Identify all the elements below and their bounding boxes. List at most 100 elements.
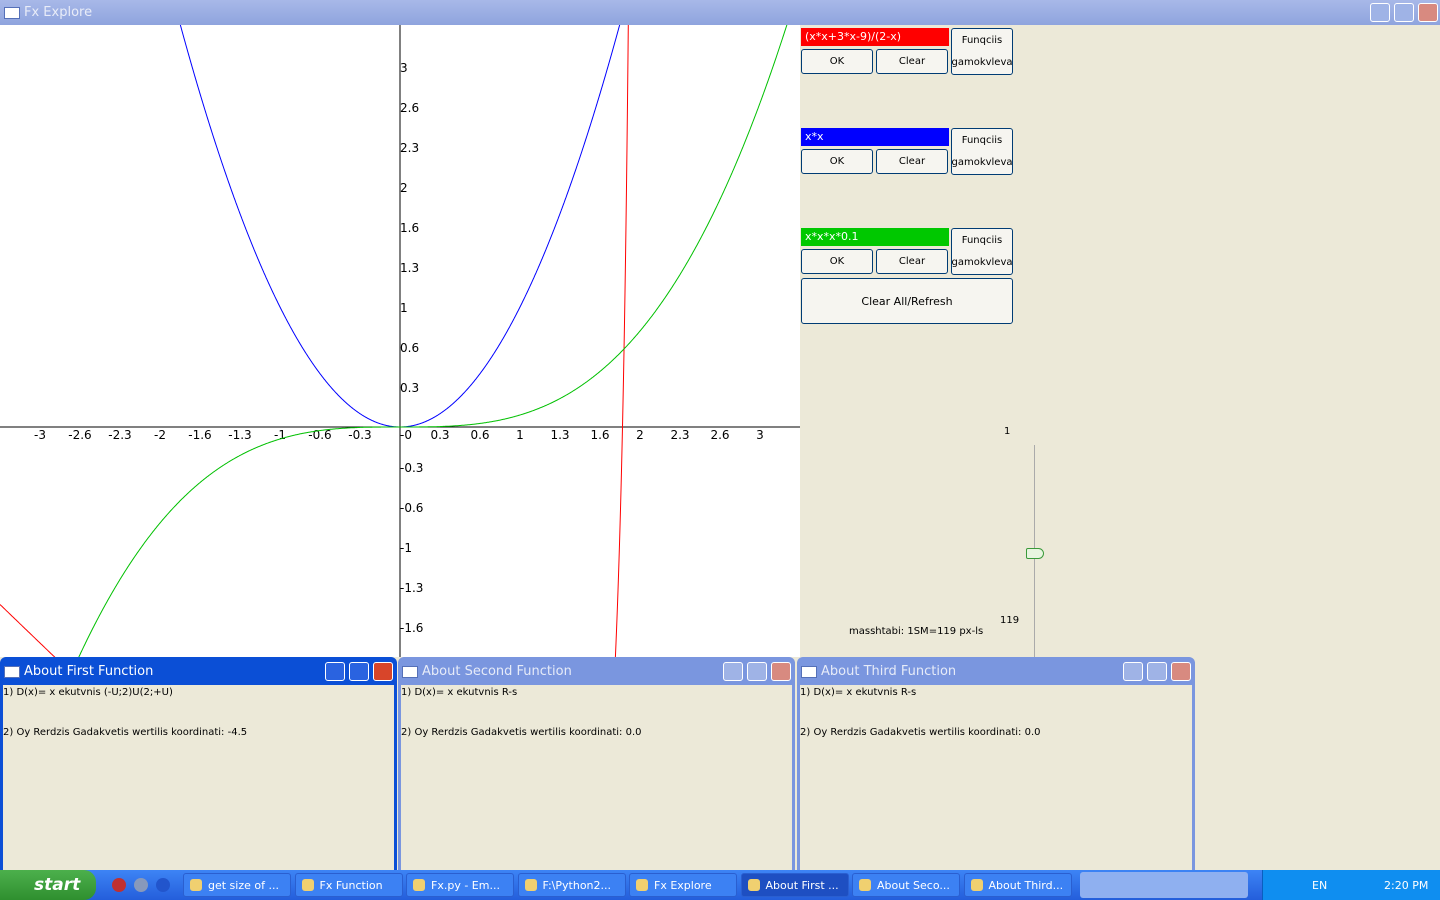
graph-canvas: -3 -2.6 -2.3 -2 -1.6 -1.3 -1 -0.6 -0.3 -0 0.3 0.6 1 1… [0, 25, 800, 657]
quick-launch-icon[interactable] [112, 878, 126, 892]
maximize-button[interactable] [1147, 662, 1167, 681]
about-window-title: About Second Function [422, 664, 572, 679]
x-axis-label: -2.3 [108, 428, 131, 442]
clear-button[interactable]: Clear [876, 149, 948, 174]
taskbar-button[interactable]: F:\Python2... [517, 873, 626, 897]
analyze-button[interactable]: Funqciis gamokvleva [951, 128, 1013, 175]
x-axis-label: 1 [516, 428, 524, 442]
about-window-body: 1) D(x)= x ekutvnis (-U;2)U(2;+U) 2) Oy R… [3, 685, 394, 870]
x-axis-label: -2.6 [68, 428, 91, 442]
about-window-title-bar: About First Function [0, 657, 397, 685]
main-title-bar: Fx Explore [0, 0, 1440, 25]
maximize-button[interactable] [349, 662, 369, 681]
start-button[interactable]: start [0, 870, 96, 900]
minimize-button[interactable] [723, 662, 743, 681]
x-axis-label: -3 [34, 428, 46, 442]
taskbar-button-icon [190, 879, 202, 891]
quick-launch-icon[interactable] [134, 878, 148, 892]
ok-button[interactable]: OK [801, 49, 873, 74]
y-axis-label: -1.3 [400, 581, 423, 595]
taskbar-button-icon [970, 879, 983, 891]
app-icon [4, 7, 20, 19]
taskbar-button-icon [301, 879, 314, 891]
minimize-button[interactable] [325, 662, 345, 681]
analyze-button-label: Funqciis [961, 134, 1003, 146]
analyze-button[interactable]: Funqciis gamokvleva [951, 228, 1013, 275]
clock: 2:20 PM [1384, 879, 1429, 892]
taskbar-button[interactable]: Fx Function [294, 873, 403, 897]
clear-all-button[interactable]: Clear All/Refresh [801, 278, 1013, 324]
close-button[interactable] [771, 662, 791, 681]
language-indicator[interactable]: EN [1312, 879, 1328, 892]
x-axis-label: 3 [756, 428, 764, 442]
y-axis-label: 2.3 [400, 141, 419, 155]
window-icon [801, 666, 817, 678]
taskbar: start EN 2:20 PM get size of ... Fx Funct… [0, 870, 1440, 900]
y-axis-label: 1.6 [400, 221, 419, 235]
close-button[interactable] [1418, 3, 1438, 22]
function-input[interactable]: x*x [801, 128, 949, 146]
function-input[interactable]: (x*x+3*x-9)/(2-x) [801, 28, 949, 46]
clear-button[interactable]: Clear [876, 249, 948, 274]
taskbar-button[interactable]: About First ... [740, 873, 849, 897]
analyze-button-label: Funqciis [961, 34, 1003, 46]
taskbar-button-icon [413, 879, 425, 891]
x-axis-label: -1.6 [188, 428, 211, 442]
about-window: About Third Function 1) D(x)= x ekutvnis … [797, 657, 1195, 870]
y-axis-label: -0.6 [400, 501, 423, 515]
taskbar-button[interactable]: Fx Explore [629, 873, 737, 897]
clear-button[interactable]: Clear [876, 49, 948, 74]
y-axis-label: 1 [400, 301, 408, 315]
x-axis-label: 2 [636, 428, 644, 442]
about-window-body: 1) D(x)= x ekutvnis R-s 2) Oy Rerdzis Gad… [401, 685, 792, 870]
taskbar-button-icon [524, 879, 537, 891]
about-info-line: 1) D(x)= x ekutvnis R-s [401, 687, 518, 698]
analyze-button-label: Funqciis [961, 234, 1003, 246]
ok-button[interactable]: OK [801, 149, 873, 174]
x-axis-label: 0.3 [430, 428, 449, 442]
x-axis-label: -0 [400, 428, 412, 442]
y-axis-label: 2 [400, 181, 408, 195]
about-window-title: About First Function [24, 664, 154, 679]
media-toolbar[interactable] [1080, 872, 1248, 898]
curve-function-3 [78, 25, 788, 657]
minimize-button[interactable] [1370, 3, 1390, 22]
about-info-line: 2) Oy Rerdzis Gadakvetis wertilis koordi… [800, 727, 1041, 738]
restore-button[interactable] [1394, 3, 1414, 22]
y-axis-label: 1.3 [400, 261, 419, 275]
maximize-button[interactable] [747, 662, 767, 681]
about-info-line: 2) Oy Rerdzis Gadakvetis wertilis koordi… [3, 727, 248, 738]
y-axis-label: -1 [400, 541, 412, 555]
window-title: Fx Explore [24, 5, 93, 20]
y-axis-label: 0.6 [400, 341, 419, 355]
close-button[interactable] [1171, 662, 1191, 681]
about-info-line: 1) D(x)= x ekutvnis R-s [800, 687, 917, 698]
window-icon [4, 666, 20, 678]
about-info-line: 1) D(x)= x ekutvnis (-U;2)U(2;+U) [3, 687, 173, 698]
analyze-button-label: gamokvleva [951, 57, 1013, 69]
y-axis-label: 2.6 [400, 101, 419, 115]
minimize-button[interactable] [1123, 662, 1143, 681]
taskbar-button[interactable]: get size of ... [183, 873, 291, 897]
close-button[interactable] [373, 662, 393, 681]
taskbar-button[interactable]: About Third... [963, 873, 1072, 897]
x-axis-label: -1.3 [228, 428, 251, 442]
analyze-button[interactable]: Funqciis gamokvleva [951, 28, 1013, 75]
taskbar-button[interactable]: About Seco... [852, 873, 960, 897]
scale-max-label: 1 [1004, 426, 1011, 437]
x-axis-label: -0.3 [348, 428, 371, 442]
about-window-body: 1) D(x)= x ekutvnis R-s 2) Oy Rerdzis Gad… [800, 685, 1192, 870]
about-info-line: 2) Oy Rerdzis Gadakvetis wertilis koordi… [401, 727, 642, 738]
function-input[interactable]: x*x*x*0.1 [801, 228, 949, 246]
taskbar-button[interactable]: Fx.py - Em... [406, 873, 514, 897]
scale-slider-thumb[interactable] [1026, 548, 1044, 559]
taskbar-button-icon [859, 879, 871, 891]
y-axis-label: -1.6 [400, 621, 423, 635]
x-axis-label: 1.3 [550, 428, 569, 442]
window-icon [402, 666, 418, 678]
y-axis-label: 3 [400, 61, 408, 75]
quick-launch-icon[interactable] [156, 878, 170, 892]
about-window-title-bar: About Third Function [797, 657, 1195, 685]
ok-button[interactable]: OK [801, 249, 873, 274]
